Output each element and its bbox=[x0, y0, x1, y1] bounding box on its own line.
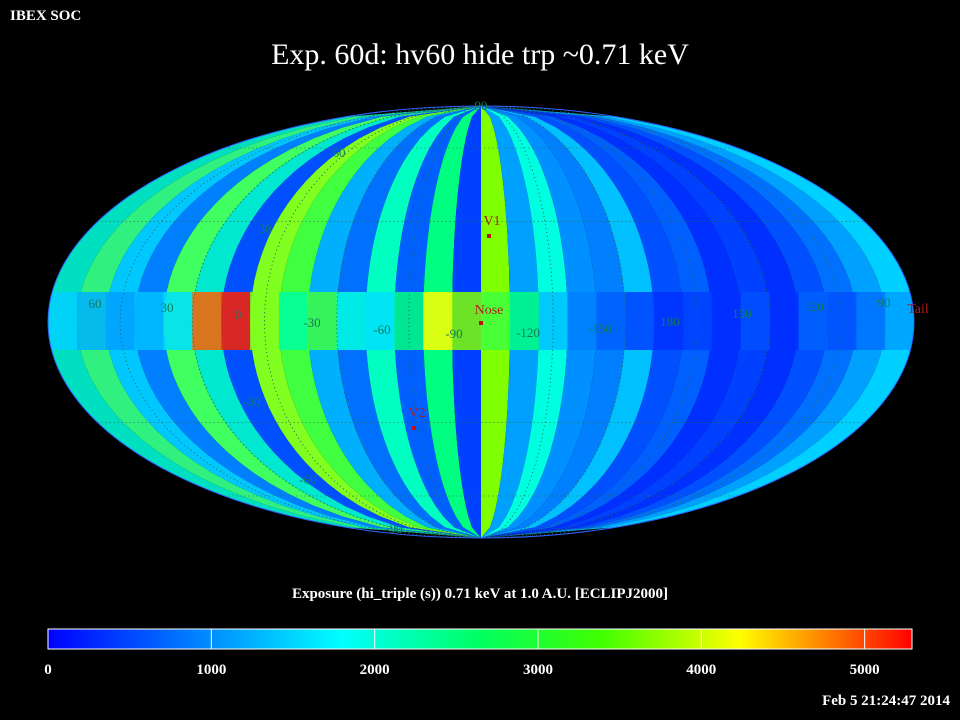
equator-cell bbox=[827, 292, 857, 350]
equator-cell bbox=[336, 292, 367, 350]
equator-cell bbox=[740, 292, 771, 350]
meridian-line bbox=[191, 106, 771, 538]
map-stripe bbox=[336, 106, 481, 538]
timestamp: Feb 5 21:24:47 2014 bbox=[822, 693, 950, 709]
longitude-label: 180 bbox=[660, 314, 680, 329]
equator-cell bbox=[365, 292, 395, 350]
sky-map bbox=[48, 106, 914, 538]
longitude-label: -150 bbox=[588, 321, 612, 336]
map-stripe bbox=[481, 106, 539, 538]
map-outline bbox=[47, 105, 915, 539]
longitude-label: 0 bbox=[235, 307, 242, 322]
latitude-label: 60 bbox=[333, 145, 346, 160]
equator-cell bbox=[76, 292, 107, 350]
equator-cell bbox=[769, 292, 800, 350]
latitude-label: -60 bbox=[299, 472, 316, 487]
map-stripe bbox=[278, 106, 481, 538]
equator-cell bbox=[452, 292, 482, 350]
equator-cell bbox=[596, 292, 626, 350]
longitude-labels: 60 30 0 -30 -60 -90 -120 -150 180 150 12… bbox=[89, 295, 891, 341]
latitude-labels: 90 60 30 -30 -60 -90 bbox=[243, 98, 487, 536]
equator-cell bbox=[711, 292, 742, 350]
longitude-label: -90 bbox=[445, 326, 462, 341]
map-stripe bbox=[365, 106, 481, 538]
equator-cell bbox=[856, 292, 886, 350]
equator-cell bbox=[509, 292, 540, 350]
map-stripe bbox=[481, 106, 597, 538]
colorbar-tick-label: 0 bbox=[44, 662, 52, 678]
longitude-label: 60 bbox=[89, 296, 102, 311]
map-stripe bbox=[307, 106, 481, 538]
longitude-label: 150 bbox=[732, 306, 752, 321]
meridian-line bbox=[408, 106, 554, 538]
latitude-label: 30 bbox=[259, 221, 272, 236]
meridian-line bbox=[119, 106, 843, 538]
colorbar-tick-label: 4000 bbox=[686, 662, 716, 678]
marker-point bbox=[487, 234, 491, 238]
equator-cell bbox=[278, 292, 309, 350]
org-label: IBEX SOC bbox=[10, 8, 81, 24]
equator-cell bbox=[683, 292, 713, 350]
latitude-label: -90 bbox=[385, 521, 402, 536]
equator-cell bbox=[307, 292, 338, 350]
latitude-label: -30 bbox=[243, 394, 260, 409]
colorbar-tick-label: 2000 bbox=[360, 662, 390, 678]
equator-cell bbox=[221, 292, 251, 350]
marker-point bbox=[479, 321, 483, 325]
colorbar-tick-label: 3000 bbox=[523, 662, 553, 678]
colorbar-tick-label: 1000 bbox=[196, 662, 226, 678]
equator-cell bbox=[105, 292, 136, 350]
marker-point bbox=[412, 426, 416, 430]
meridian-line bbox=[264, 106, 698, 538]
colorbar-ticks: 0 1000 2000 3000 4000 5000 bbox=[44, 629, 880, 678]
map-stripe bbox=[481, 106, 568, 538]
equator-cell bbox=[48, 292, 78, 350]
title: Exp. 60d: hv60 hide trp ~0.71 keV bbox=[271, 38, 689, 71]
marker-label: V1 bbox=[483, 214, 500, 229]
equator-cell bbox=[654, 292, 684, 350]
colorbar bbox=[48, 629, 912, 649]
marker-label: V2 bbox=[408, 406, 425, 421]
markers: V1 Nose V2 Tail bbox=[408, 214, 929, 430]
equator-cell bbox=[625, 292, 655, 350]
colorbar-frame bbox=[47, 628, 913, 650]
equator-cell bbox=[481, 292, 511, 350]
map-stripe bbox=[423, 106, 481, 538]
map-stripe bbox=[394, 106, 481, 538]
longitude-label: -30 bbox=[303, 315, 320, 330]
equator-cell bbox=[192, 292, 222, 350]
map-stripe bbox=[481, 106, 626, 538]
latitude-label: 90 bbox=[475, 98, 488, 113]
longitude-label: 120 bbox=[804, 299, 824, 314]
longitude-label: 30 bbox=[161, 300, 174, 315]
map-stripe bbox=[481, 106, 655, 538]
equator-cell bbox=[394, 292, 424, 350]
longitude-label: 90 bbox=[878, 295, 891, 310]
colorbar-tick-label: 5000 bbox=[850, 662, 880, 678]
longitude-label: -120 bbox=[516, 325, 540, 340]
colorbar-label: Exposure (hi_triple (s)) 0.71 keV at 1.0… bbox=[292, 586, 668, 602]
equator-cell bbox=[134, 292, 164, 350]
equator-cell bbox=[423, 292, 453, 350]
marker-label: Nose bbox=[475, 303, 504, 318]
marker-label: Tail bbox=[907, 302, 929, 317]
longitude-label: -60 bbox=[373, 322, 390, 337]
equator-cell bbox=[163, 292, 193, 350]
equator-cell bbox=[538, 292, 569, 350]
equator-cell bbox=[885, 292, 914, 350]
equator-cell bbox=[567, 292, 597, 350]
map-stripe bbox=[481, 106, 684, 538]
equator-cell bbox=[798, 292, 828, 350]
